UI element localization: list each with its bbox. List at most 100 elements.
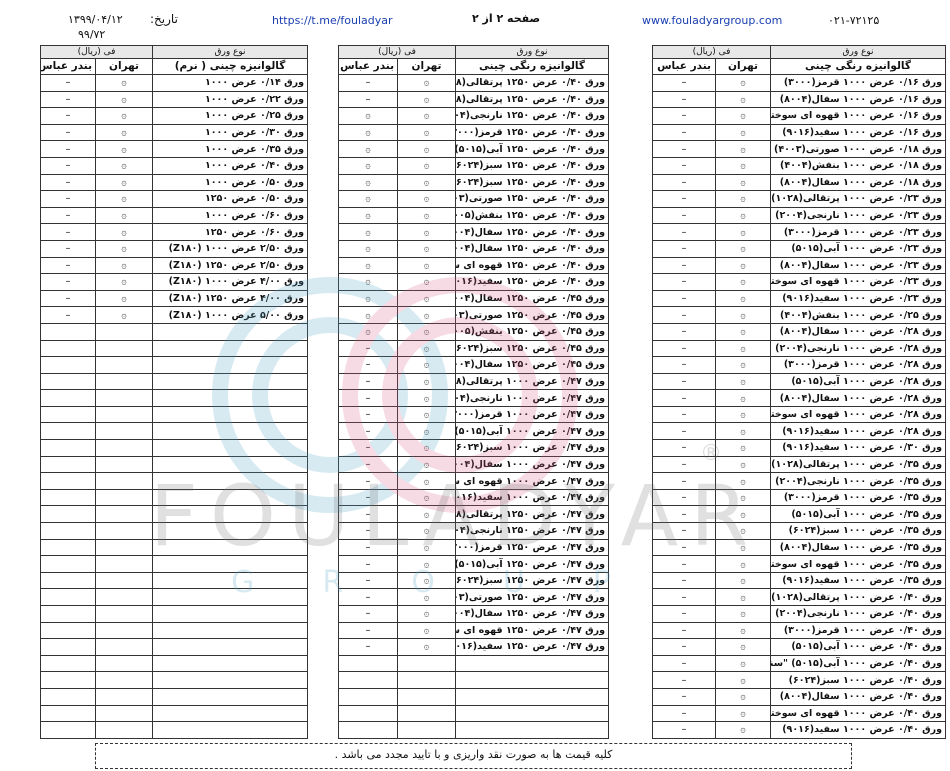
empty-cell (39, 389, 97, 407)
empty-cell (95, 704, 154, 723)
price-bandar: – (651, 439, 717, 457)
price-tehran: ۞ (715, 289, 772, 308)
table-row (39, 488, 309, 507)
empty-cell (152, 588, 309, 606)
product-name: ورق ۰/۴۰ عرض ۱۰۰۰ سفید(۹۰۱۶) (770, 721, 947, 739)
price-bandar: – (337, 538, 399, 557)
product-name: ورق ۰/۱۶ عرض ۱۰۰۰ سفال(۸۰۰۴) (770, 90, 947, 109)
empty-cell (95, 621, 154, 640)
product-name: ورق ۰/۲۳ عرض ۱۰۰۰ قهوه ای سوخته(۸۰۱۷) (770, 273, 947, 291)
price-tehran: ۞ (95, 190, 154, 208)
product-name: ورق ۰/۲۳ عرض ۱۰۰۰ سفید(۹۰۱۶) (770, 289, 947, 308)
product-name: ورق ۰/۶۰ عرض ۱۰۰۰ (152, 206, 309, 225)
price-tehran: ۞ (715, 322, 772, 341)
table-row: ورق ۰/۴۰ عرض ۱۲۵۰ سفال(۸۰۰۴)"سنگین"۞۞ (337, 239, 610, 258)
product-name: ورق ۰/۲۳ عرض ۱۰۰۰ آبی(۵۰۱۵) (770, 239, 947, 258)
price-tehran: ۞ (715, 654, 772, 673)
price-bandar: – (337, 638, 399, 656)
empty-cell (152, 472, 309, 490)
table-row (39, 356, 309, 374)
empty-cell (39, 588, 97, 606)
price-tehran: ۞ (715, 488, 772, 507)
empty-cell (152, 704, 309, 723)
column-header: بندر عباس (39, 58, 97, 75)
product-name: ورق ۰/۴۰ عرض ۱۰۰۰ آبی(۵۰۱۵) (770, 638, 947, 656)
product-name: ورق ۰/۴۰ عرض ۱۰۰۰ پرتقالی(۱۰۲۸) (770, 588, 947, 606)
empty-cell (152, 356, 309, 374)
price-tehran: ۞ (715, 190, 772, 208)
product-name: ورق ۰/۳۵ عرض ۱۰۰۰ پرتقالی(۱۰۲۸) (770, 455, 947, 474)
phone: ۰۲۱-۷۲۱۲۵ (828, 14, 880, 27)
table-row: ورق ۰/۳۵ عرض ۱۰۰۰ نارنجی(۲۰۰۴) ۞ – (651, 472, 947, 490)
product-name: ورق ۵/۰۰ عرض ۱۰۰۰ (Z۱۸۰) (152, 306, 309, 324)
table-row: ورق ۰/۴۷ عرض ۱۲۵۰ پرتقالی(۱۰۲۸)۞– (337, 505, 610, 524)
table-row: ورق ۰/۴۷ عرض ۱۲۵۰ قهوه ای سوخته(۸۰۱۷)۞– (337, 621, 610, 640)
price-tehran: ۞ (397, 140, 457, 158)
table-row: ورق ۰/۱۴ عرض ۱۰۰۰ ۞ – (39, 74, 309, 92)
product-name: ورق ۰/۲۳ عرض ۱۰۰۰ نارنجی(۲۰۰۴) (770, 206, 947, 225)
table-row: ورق ۰/۴۷ عرض ۱۰۰۰ آبی(۵۰۱۵)۞– (337, 422, 610, 441)
product-name: ورق ۰/۴۷ عرض ۱۰۰۰ سفید(۹۰۱۶) (455, 488, 610, 507)
price-tehran: ۞ (715, 239, 772, 258)
price-label: فی (ریال) (337, 45, 457, 59)
product-name: ورق ۰/۴۷ عرض ۱۰۰۰ قرمز(۳۰۰۰) (455, 405, 610, 424)
price-bandar: ۞ (337, 306, 399, 324)
table-row: ورق ۰/۴۵ عرض ۱۲۵۰ سبز(۶۰۲۴)۞– (337, 339, 610, 358)
table-row (39, 422, 309, 441)
price-tehran: ۞ (397, 638, 457, 656)
table-row (39, 605, 309, 623)
table-row: ورق ۰/۳۵ عرض ۱۰۰۰ سفید(۹۰۱۶) ۞ – (651, 571, 947, 590)
table-row (39, 571, 309, 590)
empty-cell (39, 687, 97, 706)
product-name: ورق ۰/۲۵ عرض ۱۰۰۰ (152, 107, 309, 125)
column-header: تهران (95, 58, 154, 75)
empty-cell (95, 322, 154, 341)
empty-cell (152, 455, 309, 474)
product-name: ورق ۰/۳۰ عرض ۱۰۰۰ سفید(۹۰۱۶) (770, 439, 947, 457)
price-tehran: ۞ (95, 90, 154, 109)
table-row: ورق ۰/۴۰ عرض ۱۰۰۰ سفید(۹۰۱۶) ۞ – (651, 721, 947, 739)
empty-cell (337, 704, 399, 723)
table-row: ورق ۰/۴۰ عرض ۱۲۵۰ بنفش(۴۰۰۵)۞۞ (337, 206, 610, 225)
price-tehran: ۞ (715, 505, 772, 524)
price-bandar: – (651, 206, 717, 225)
table-row: ورق ۰/۴۷ عرض ۱۰۰۰ سفال(۸۰۰۴)۞– (337, 455, 610, 474)
table-row: ورق ۰/۴۰ عرض ۱۰۰۰ سبز(۶۰۲۴) ۞ – (651, 671, 947, 689)
empty-cell (397, 654, 457, 673)
empty-cell (95, 588, 154, 606)
table-row: ورق ۰/۴۰ عرض ۱۰۰۰ قرمز(۳۰۰۰) ۞ – (651, 621, 947, 640)
table-row: ورق ۰/۲۳ عرض ۱۰۰۰ سفال(۸۰۰۴) ۞ – (651, 256, 947, 275)
empty-cell (455, 687, 610, 706)
price-bandar: – (651, 173, 717, 192)
telegram[interactable]: https://t.me/fouladyar (272, 14, 393, 27)
price-tehran: ۞ (715, 704, 772, 723)
table-title: گالوانیزه رنگی چینی (455, 58, 610, 75)
price-bandar: – (651, 74, 717, 92)
price-tehran: ۞ (715, 687, 772, 706)
product-name: ورق ۰/۴۰ عرض ۱۲۵۰ آبی(۵۰۱۵) (455, 140, 610, 158)
price-bandar: – (337, 356, 399, 374)
price-bandar: – (651, 488, 717, 507)
price-tehran: ۞ (715, 455, 772, 474)
table-row (337, 671, 610, 689)
price-tehran: ۞ (397, 455, 457, 474)
table-row (39, 322, 309, 341)
table-row: ورق ۰/۲۵ عرض ۱۰۰۰ بنفش(۴۰۰۴) ۞ – (651, 306, 947, 324)
empty-cell (152, 671, 309, 689)
empty-cell (95, 555, 154, 573)
empty-cell (152, 505, 309, 524)
product-name: ورق ۰/۴۰ عرض ۱۰۰۰ قهوه ای سوخته(۸۰۱۷) (770, 704, 947, 723)
table-row: ورق ۰/۲۳ عرض ۱۰۰۰ سفید(۹۰۱۶) ۞ – (651, 289, 947, 308)
product-name: ورق ۰/۴۰ عرض ۱۰۰۰ سفال(۸۰۰۴) (770, 687, 947, 706)
product-name: ورق ۰/۲۸ عرض ۱۰۰۰ قهوه ای سوخته(۸۰۱۷) (770, 405, 947, 424)
product-name: ورق ۰/۱۸ عرض ۱۰۰۰ صورتی(۴۰۰۳) (770, 140, 947, 158)
product-name: ورق ۰/۴۷ عرض ۱۲۵۰ نارنجی(۲۰۰۴) (455, 522, 610, 540)
price-bandar: – (337, 472, 399, 490)
table-row (39, 704, 309, 723)
product-name: ورق ۰/۲۸ عرض ۱۰۰۰ نارنجی(۲۰۰۴) (770, 339, 947, 358)
table-row: ورق ۰/۴۰ عرض ۱۰۰۰ آبی(۵۰۱۵) ۞ – (651, 638, 947, 656)
website[interactable]: www.fouladyargroup.com (642, 14, 783, 27)
price-bandar: – (337, 588, 399, 606)
table-row (39, 687, 309, 706)
empty-cell (39, 654, 97, 673)
